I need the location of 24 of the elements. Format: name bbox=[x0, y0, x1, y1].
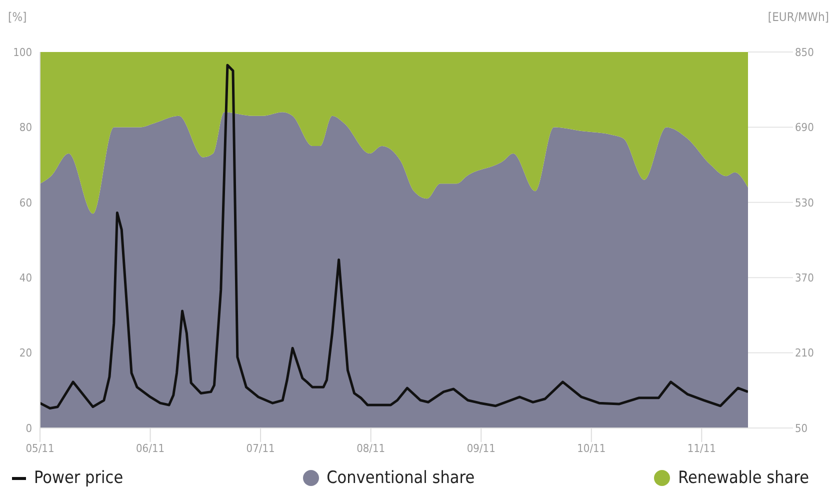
y2-tick-label: 370 bbox=[795, 272, 814, 285]
x-tick-label: 09/11 bbox=[466, 442, 496, 455]
y2-tick-label: 530 bbox=[795, 196, 814, 210]
x-tick-label: 05/11 bbox=[26, 442, 54, 455]
y-tick-label: 80 bbox=[19, 121, 32, 134]
x-tick-label: 10/11 bbox=[577, 442, 606, 455]
y-tick-label: 0 bbox=[26, 422, 32, 435]
y2-tick-label: 50 bbox=[795, 422, 808, 435]
x-tick-label: 07/11 bbox=[246, 442, 275, 455]
y-tick-label: 20 bbox=[19, 346, 32, 360]
x-tick-label: 08/11 bbox=[356, 442, 386, 455]
y-tick-label: 40 bbox=[19, 272, 32, 285]
x-tick-label: 11/11 bbox=[687, 442, 716, 455]
y2-axis-title: [EUR/MWh] bbox=[768, 10, 829, 24]
y-tick-label: 100 bbox=[13, 46, 32, 59]
y2-tick-label: 690 bbox=[795, 121, 814, 134]
y2-tick-label: 210 bbox=[795, 346, 814, 360]
y2-tick-label: 850 bbox=[795, 46, 814, 59]
x-tick-label: 06/11 bbox=[136, 442, 165, 455]
legend-label: Renewable share bbox=[678, 468, 809, 488]
y-axis-title: [%] bbox=[8, 10, 27, 24]
y-tick-label: 60 bbox=[19, 196, 32, 210]
legend-label: Power price bbox=[34, 468, 124, 488]
legend-label: Conventional share bbox=[326, 468, 475, 488]
